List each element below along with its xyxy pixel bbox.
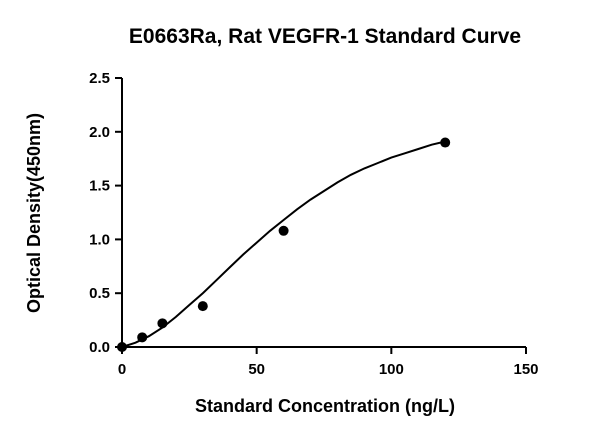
chart-title: E0663Ra, Rat VEGFR-1 Standard Curve [129, 25, 521, 48]
y-tick-label: 1.0 [89, 231, 110, 248]
y-tick-label: 0.5 [89, 285, 110, 302]
x-tick-label: 50 [248, 361, 265, 378]
y-tick-label: 2.5 [89, 70, 110, 87]
data-point [197, 301, 208, 312]
data-point [278, 225, 289, 236]
data-point [157, 318, 168, 329]
data-points [117, 137, 451, 352]
y-tick-label: 0.0 [89, 339, 110, 356]
data-point [137, 332, 148, 343]
x-axis-label: Standard Concentration (ng/L) [195, 396, 455, 416]
data-point [440, 137, 451, 148]
y-tick-label: 1.5 [89, 178, 110, 195]
x-tick-label: 0 [118, 361, 126, 378]
x-tick-label: 150 [513, 361, 538, 378]
y-tick-label: 2.0 [89, 124, 110, 141]
x-tick-label: 100 [379, 361, 404, 378]
x-axis: 0 50 100 150 [118, 346, 539, 378]
fit-curve [121, 140, 446, 348]
y-axis-label: Optical Density(450nm) [24, 113, 44, 313]
data-point [117, 342, 127, 352]
y-axis: 0.0 0.5 1.0 1.5 2.0 2.5 [89, 70, 123, 356]
